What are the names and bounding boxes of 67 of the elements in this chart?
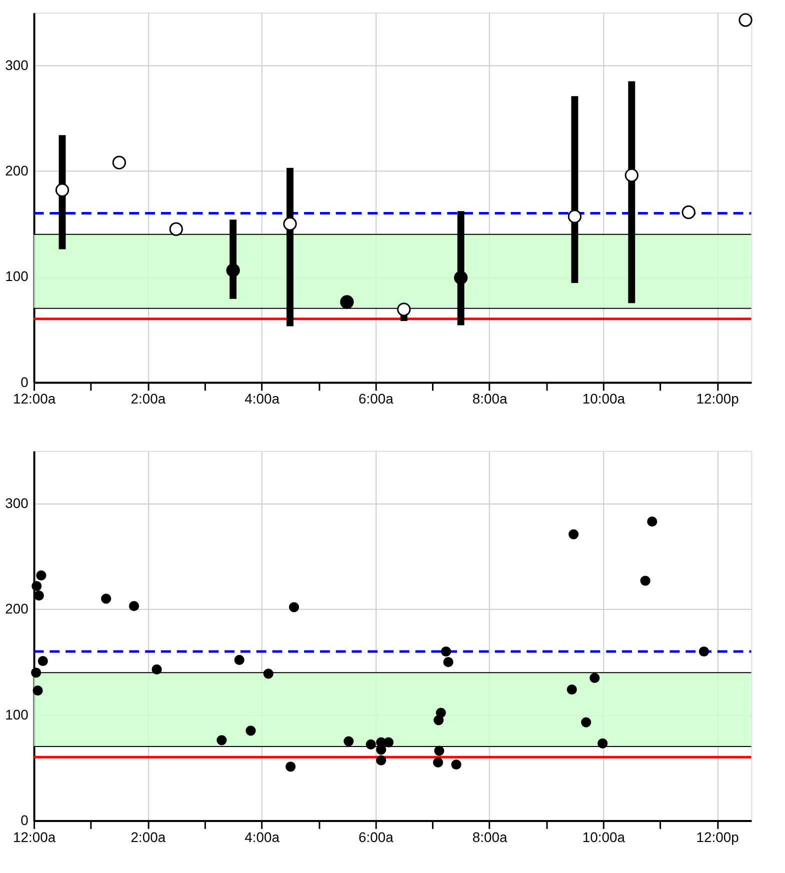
point — [234, 654, 244, 665]
y-tick-label: 300 — [5, 495, 29, 512]
point — [263, 668, 274, 679]
point — [31, 668, 42, 678]
point — [383, 737, 394, 748]
point — [32, 580, 42, 592]
point — [286, 762, 296, 772]
x-tick-label: 6:00a — [358, 828, 394, 845]
point — [216, 735, 227, 746]
point — [647, 516, 658, 527]
point — [682, 205, 696, 220]
point — [566, 684, 577, 695]
y-tick-label: 100 — [5, 706, 29, 722]
x-tick-label: 4:00a — [244, 390, 280, 407]
point — [581, 717, 592, 728]
point — [568, 210, 582, 224]
point — [32, 686, 43, 696]
y-tick-label: 200 — [5, 162, 29, 179]
point — [288, 602, 300, 612]
x-tick-label: 2:00a — [130, 828, 166, 845]
point — [433, 757, 444, 768]
x-tick-label: 12:00p — [696, 390, 740, 407]
x-tick-label: 6:00a — [358, 390, 394, 407]
point — [366, 739, 376, 750]
point — [169, 222, 183, 236]
point — [340, 295, 354, 309]
x-tick-label: 12:00p — [696, 828, 740, 845]
y-tick-label: 300 — [5, 56, 29, 73]
point — [443, 657, 454, 668]
x-tick-label: 12:00a — [13, 828, 56, 845]
point — [454, 270, 468, 285]
point — [34, 590, 44, 601]
point — [283, 217, 297, 231]
point — [624, 168, 638, 182]
point — [112, 156, 126, 170]
y-tick-label: 100 — [5, 268, 29, 284]
point — [434, 746, 444, 756]
point — [101, 594, 112, 604]
x-tick-label: 10:00a — [582, 828, 626, 845]
point — [36, 570, 46, 581]
point — [397, 302, 411, 316]
x-tick-label: 8:00a — [472, 828, 508, 845]
point — [152, 664, 162, 674]
point — [590, 672, 600, 683]
point — [226, 264, 240, 278]
point — [344, 736, 354, 746]
point — [246, 726, 256, 736]
point — [376, 755, 386, 766]
point — [55, 183, 70, 197]
point — [568, 529, 579, 540]
point — [38, 656, 48, 666]
x-tick-label: 2:00a — [130, 390, 166, 407]
point — [434, 715, 444, 726]
x-tick-label: 4:00a — [244, 828, 280, 845]
point — [128, 601, 140, 612]
point — [738, 13, 752, 27]
x-tick-label: 12:00a — [13, 390, 56, 407]
point — [451, 759, 462, 770]
x-tick-label: 10:00a — [582, 390, 626, 407]
y-tick-label: 0 — [20, 374, 29, 390]
y-tick-label: 200 — [5, 600, 29, 617]
point — [440, 646, 452, 657]
point — [640, 576, 650, 586]
y-tick-label: 0 — [20, 812, 29, 828]
x-tick-label: 8:00a — [472, 390, 508, 407]
point — [698, 646, 710, 657]
point — [598, 738, 608, 748]
